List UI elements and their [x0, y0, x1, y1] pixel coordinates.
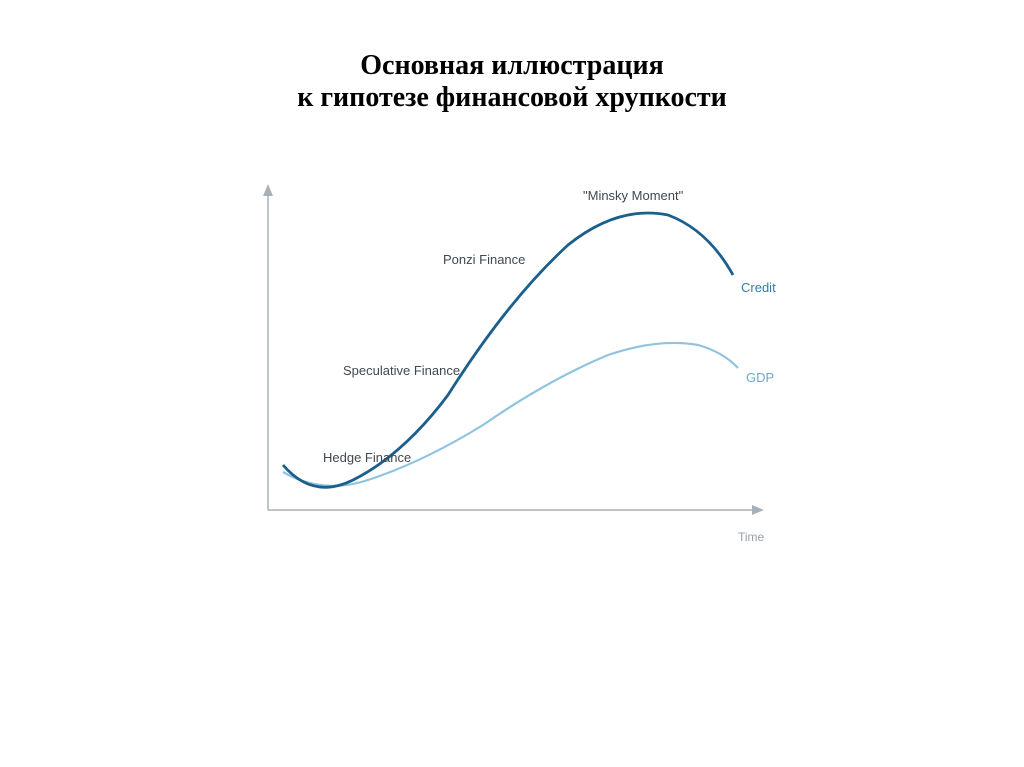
chart-svg	[248, 180, 778, 540]
minsky-chart: "Minsky Moment" Ponzi Finance Speculativ…	[248, 180, 778, 540]
x-axis-arrow	[752, 505, 764, 515]
annotation-minsky-moment: "Minsky Moment"	[583, 188, 683, 203]
annotation-ponzi: Ponzi Finance	[443, 252, 525, 267]
label-credit: Credit	[741, 280, 776, 295]
y-axis-arrow	[263, 184, 273, 196]
title-line-1: Основная иллюстрация	[0, 50, 1024, 82]
annotation-speculative: Speculative Finance	[343, 363, 460, 378]
slide-title-block: Основная иллюстрация к гипотезе финансов…	[0, 0, 1024, 114]
x-axis-label: Time	[738, 530, 764, 544]
title-line-2: к гипотезе финансовой хрупкости	[0, 82, 1024, 114]
annotation-hedge: Hedge Finance	[323, 450, 411, 465]
label-gdp: GDP	[746, 370, 774, 385]
